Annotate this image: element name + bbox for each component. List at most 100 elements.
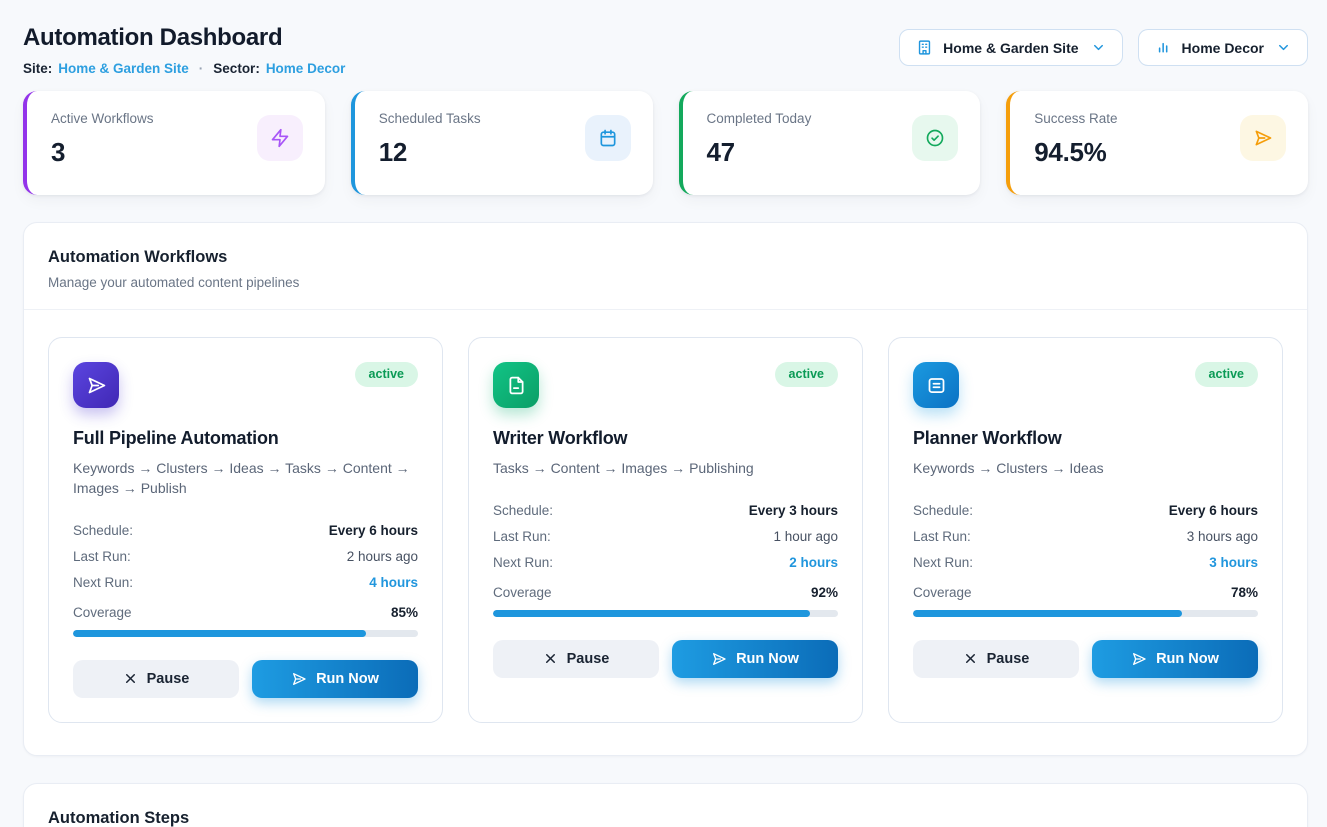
- last-run-value: 3 hours ago: [1186, 528, 1258, 544]
- next-run-value: 4 hours: [369, 574, 418, 590]
- bar-chart-icon: [1155, 39, 1172, 56]
- pause-button[interactable]: Pause: [493, 639, 659, 678]
- site-label: Site:: [23, 61, 53, 76]
- coverage-progress-fill: [493, 609, 811, 617]
- coverage-value: 85%: [390, 604, 418, 620]
- calendar-icon: [584, 115, 631, 161]
- schedule-row: Schedule: Every 6 hours: [73, 522, 418, 538]
- workflow-cards: active Full Pipeline Automation Keywords…: [24, 310, 1307, 755]
- chevron-down-icon: [1276, 40, 1291, 55]
- workflow-card-full-pipeline: active Full Pipeline Automation Keywords…: [48, 337, 443, 723]
- stat-card-scheduled-tasks: Scheduled Tasks 12: [350, 91, 653, 195]
- schedule-row: Schedule: Every 6 hours: [913, 502, 1258, 518]
- stat-value: 12: [378, 137, 408, 167]
- last-run-value: 1 hour ago: [773, 528, 838, 544]
- workflow-title: Writer Workflow: [493, 428, 628, 448]
- sector-label: Sector:: [213, 61, 260, 76]
- automation-steps-panel: Automation Steps Configure which steps a…: [23, 782, 1308, 827]
- next-run-row: Next Run: 3 hours: [913, 554, 1258, 570]
- stat-card-active-workflows: Active Workflows 3: [23, 91, 325, 195]
- coverage-progressbar: [73, 629, 418, 637]
- sector-selector-label: Home Decor: [1181, 39, 1264, 56]
- last-run-row: Last Run: 2 hours ago: [73, 548, 418, 564]
- next-run-value: 2 hours: [789, 554, 838, 570]
- workflows-panel-header: Automation Workflows Manage your automat…: [24, 223, 1307, 309]
- workflow-title: Planner Workflow: [913, 428, 1062, 448]
- run-now-button[interactable]: Run Now: [252, 659, 418, 698]
- coverage-progressbar: [913, 609, 1258, 617]
- page-header: Automation Dashboard Site: Home & Garden…: [23, 24, 1308, 76]
- header-selectors: Home & Garden Site Home Decor: [899, 29, 1308, 66]
- workflow-title: Full Pipeline Automation: [73, 428, 279, 448]
- steps-panel-header: Automation Steps Configure which steps a…: [24, 784, 1307, 827]
- next-run-row: Next Run: 4 hours: [73, 574, 418, 590]
- notebook-icon: [913, 362, 959, 408]
- coverage-value: 78%: [1230, 584, 1258, 600]
- separator-dot: ·: [198, 61, 204, 76]
- last-run-row: Last Run: 1 hour ago: [493, 528, 838, 544]
- site-selector-label: Home & Garden Site: [943, 39, 1079, 56]
- check-circle-icon: [912, 115, 959, 161]
- run-now-button[interactable]: Run Now: [672, 639, 838, 678]
- chevron-down-icon: [1091, 40, 1106, 55]
- coverage-progress-fill: [73, 629, 367, 637]
- zap-icon: [256, 115, 303, 161]
- status-badge: active: [1194, 362, 1258, 387]
- coverage-progress-fill: [913, 609, 1183, 617]
- stat-label: Scheduled Tasks: [378, 111, 481, 126]
- schedule-value: Every 3 hours: [748, 502, 838, 518]
- next-run-row: Next Run: 2 hours: [493, 554, 838, 570]
- workflow-pipeline: Keywords → Clusters → Ideas: [913, 460, 1104, 476]
- stat-card-completed-today: Completed Today 47: [678, 91, 981, 195]
- sector-selector-dropdown[interactable]: Home Decor: [1137, 29, 1308, 66]
- schedule-value: Every 6 hours: [328, 522, 418, 538]
- steps-title: Automation Steps: [48, 808, 190, 827]
- breadcrumb: Site: Home & Garden Site · Sector: Home …: [23, 61, 345, 76]
- site-selector-dropdown[interactable]: Home & Garden Site: [899, 29, 1123, 66]
- workflow-card-planner: active Planner Workflow Keywords → Clust…: [888, 337, 1283, 723]
- schedule-row: Schedule: Every 3 hours: [493, 502, 838, 518]
- send-icon: [73, 362, 119, 408]
- divider: [24, 309, 1307, 310]
- run-now-button[interactable]: Run Now: [1092, 639, 1258, 678]
- building-icon: [916, 39, 933, 56]
- stats-row: Active Workflows 3 Scheduled Tasks 12: [23, 91, 1308, 195]
- stat-label: Success Rate: [1034, 111, 1118, 126]
- sector-link[interactable]: Home Decor: [265, 61, 346, 76]
- workflows-panel: Automation Workflows Manage your automat…: [23, 222, 1308, 756]
- workflows-title: Automation Workflows: [48, 248, 228, 266]
- stat-value: 47: [706, 137, 736, 167]
- site-link[interactable]: Home & Garden Site: [58, 61, 189, 76]
- workflows-subtitle: Manage your automated content pipelines: [48, 275, 300, 290]
- workflow-card-writer: active Writer Workflow Tasks → Content →…: [468, 337, 863, 723]
- send-icon: [711, 651, 727, 667]
- coverage-row: Coverage 78%: [913, 584, 1258, 600]
- header-titles: Automation Dashboard Site: Home & Garden…: [23, 24, 345, 76]
- next-run-value: 3 hours: [1209, 554, 1258, 570]
- close-icon: [123, 671, 138, 686]
- close-icon: [543, 651, 558, 666]
- send-icon: [291, 671, 307, 687]
- coverage-value: 92%: [810, 584, 838, 600]
- stat-value: 94.5%: [1034, 137, 1107, 167]
- stat-value: 3: [51, 137, 66, 167]
- stat-card-success-rate: Success Rate 94.5%: [1006, 91, 1308, 195]
- send-icon: [1240, 115, 1286, 161]
- schedule-value: Every 6 hours: [1168, 502, 1258, 518]
- pause-button[interactable]: Pause: [73, 659, 239, 698]
- last-run-row: Last Run: 3 hours ago: [913, 528, 1258, 544]
- pause-button[interactable]: Pause: [913, 639, 1079, 678]
- stat-label: Completed Today: [706, 111, 812, 126]
- stat-label: Active Workflows: [51, 111, 154, 126]
- coverage-progressbar: [493, 609, 838, 617]
- file-text-icon: [493, 362, 539, 408]
- coverage-row: Coverage 92%: [493, 584, 838, 600]
- coverage-row: Coverage 85%: [73, 604, 418, 620]
- close-icon: [963, 651, 978, 666]
- page-title: Automation Dashboard: [23, 24, 283, 51]
- status-badge: active: [774, 362, 838, 387]
- send-icon: [1131, 651, 1147, 667]
- status-badge: active: [354, 362, 418, 387]
- workflow-pipeline: Tasks → Content → Images → Publishing: [493, 460, 754, 476]
